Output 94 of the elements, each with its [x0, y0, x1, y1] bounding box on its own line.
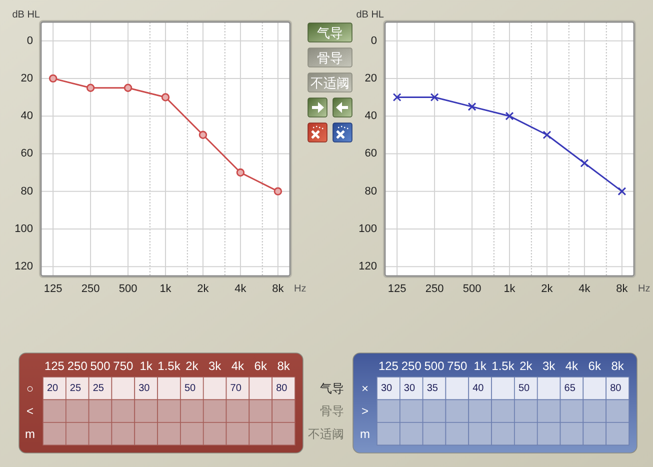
x-axis-title: Hz	[294, 284, 306, 294]
x-tick-label: 6k	[254, 359, 268, 373]
x-tick-label: 750	[113, 359, 134, 373]
x-tick-label: 2k	[541, 283, 554, 295]
point	[236, 168, 245, 177]
y-tick-label: 0	[370, 34, 377, 47]
x-tick-label: 1k	[504, 283, 516, 295]
point	[542, 130, 552, 140]
x-tick-label: 1k	[474, 359, 488, 373]
data-label: 35	[426, 382, 438, 394]
y2-tick-label: 气导	[320, 381, 344, 396]
x-tick-label: 8k	[611, 359, 625, 373]
x-tick-label: 1.5k	[492, 359, 516, 373]
y2-tick-label: 不适阈	[308, 426, 344, 441]
x-tick-label: 4k	[578, 283, 591, 295]
y-axis-title: dB HL	[12, 10, 40, 20]
x-tick-label: 8k	[616, 283, 628, 295]
x-tick-label: 4k	[565, 359, 580, 373]
y-tick-label: 20	[364, 72, 377, 84]
x-axis-title: Hz	[638, 284, 650, 294]
x-tick-label: 250	[425, 283, 444, 295]
point	[505, 112, 514, 120]
x-tick-label: 8k	[272, 283, 284, 295]
data-label: 80	[276, 382, 288, 394]
x-tick-label: 500	[90, 359, 111, 373]
y-tick-label: 120	[14, 260, 33, 273]
data-label: 20	[47, 382, 58, 394]
y-tick-label: >	[361, 404, 369, 418]
x-tick-label: 3k	[542, 359, 556, 373]
y-tick-label: 120	[358, 260, 377, 273]
y-tick-label: 60	[364, 148, 377, 160]
data-label: 25	[70, 382, 82, 394]
button: 骨导	[308, 48, 352, 68]
x-tick-label: 125	[44, 283, 62, 295]
point	[580, 158, 589, 168]
x-tick-label: 250	[67, 359, 88, 373]
x-tick-label: 500	[118, 283, 138, 295]
y2-tick-label: 骨导	[320, 404, 344, 418]
point	[618, 187, 626, 196]
y-tick-label: 20	[20, 72, 33, 84]
point	[124, 84, 132, 92]
data-label: 40	[472, 382, 484, 394]
x-tick-label: 6k	[588, 359, 602, 373]
y-tick-label: <	[26, 404, 34, 418]
data-label: 30	[381, 382, 392, 394]
x-tick-label: 4k	[234, 283, 247, 295]
x-tick-label: 8k	[277, 359, 291, 373]
y-tick-label: 100	[358, 222, 377, 235]
data-label: 50	[518, 382, 530, 394]
x-tick-label: 2k	[520, 359, 534, 373]
point	[392, 93, 402, 102]
x-tick-label: 250	[401, 359, 422, 373]
button: 气导	[308, 22, 352, 42]
data-label: 80	[610, 382, 622, 394]
data-label: 70	[230, 382, 242, 394]
x-tick-label: 1.5k	[158, 359, 182, 373]
x-tick-label: 3k	[208, 359, 222, 373]
point	[274, 187, 282, 196]
x-tick-label: 500	[424, 359, 445, 373]
x-tick-label: 2k	[197, 283, 210, 295]
data-label: 30	[404, 382, 416, 394]
point	[48, 74, 58, 83]
x-tick-label: 1k	[160, 283, 172, 295]
point	[430, 93, 439, 102]
x-tick-label: 125	[44, 359, 65, 373]
x-tick-label: 2k	[186, 359, 200, 373]
y-tick-label: 80	[20, 185, 33, 198]
point	[161, 93, 170, 102]
y-tick-label: m	[25, 426, 35, 441]
x-tick-label: 125	[388, 283, 406, 295]
y-tick-label: m	[360, 426, 370, 441]
y-tick-label: 0	[26, 34, 33, 47]
y-tick-label: ○	[26, 381, 34, 396]
y-tick-label: 40	[20, 110, 33, 122]
x-tick-label: 500	[462, 283, 482, 295]
y-tick-label: 100	[14, 222, 33, 235]
y-tick-label: 40	[364, 110, 377, 122]
y-tick-label: 80	[364, 185, 377, 198]
point	[86, 84, 95, 92]
x-tick-label: 750	[447, 359, 468, 373]
button: 不适阈	[308, 72, 352, 92]
point	[468, 102, 476, 111]
data-label: 65	[564, 382, 576, 394]
x-tick-label: 125	[378, 359, 399, 373]
x-tick-label: 1k	[140, 359, 154, 373]
y-tick-label: ×	[361, 381, 369, 396]
x-tick-label: 250	[81, 283, 100, 295]
data-label: 25	[92, 382, 104, 394]
point	[198, 130, 208, 139]
y-axis-title: dB HL	[356, 10, 384, 20]
y-tick-label: 60	[20, 148, 33, 160]
data-label: 30	[138, 382, 150, 394]
data-label: 50	[184, 382, 196, 394]
x-tick-label: 4k	[231, 359, 246, 373]
